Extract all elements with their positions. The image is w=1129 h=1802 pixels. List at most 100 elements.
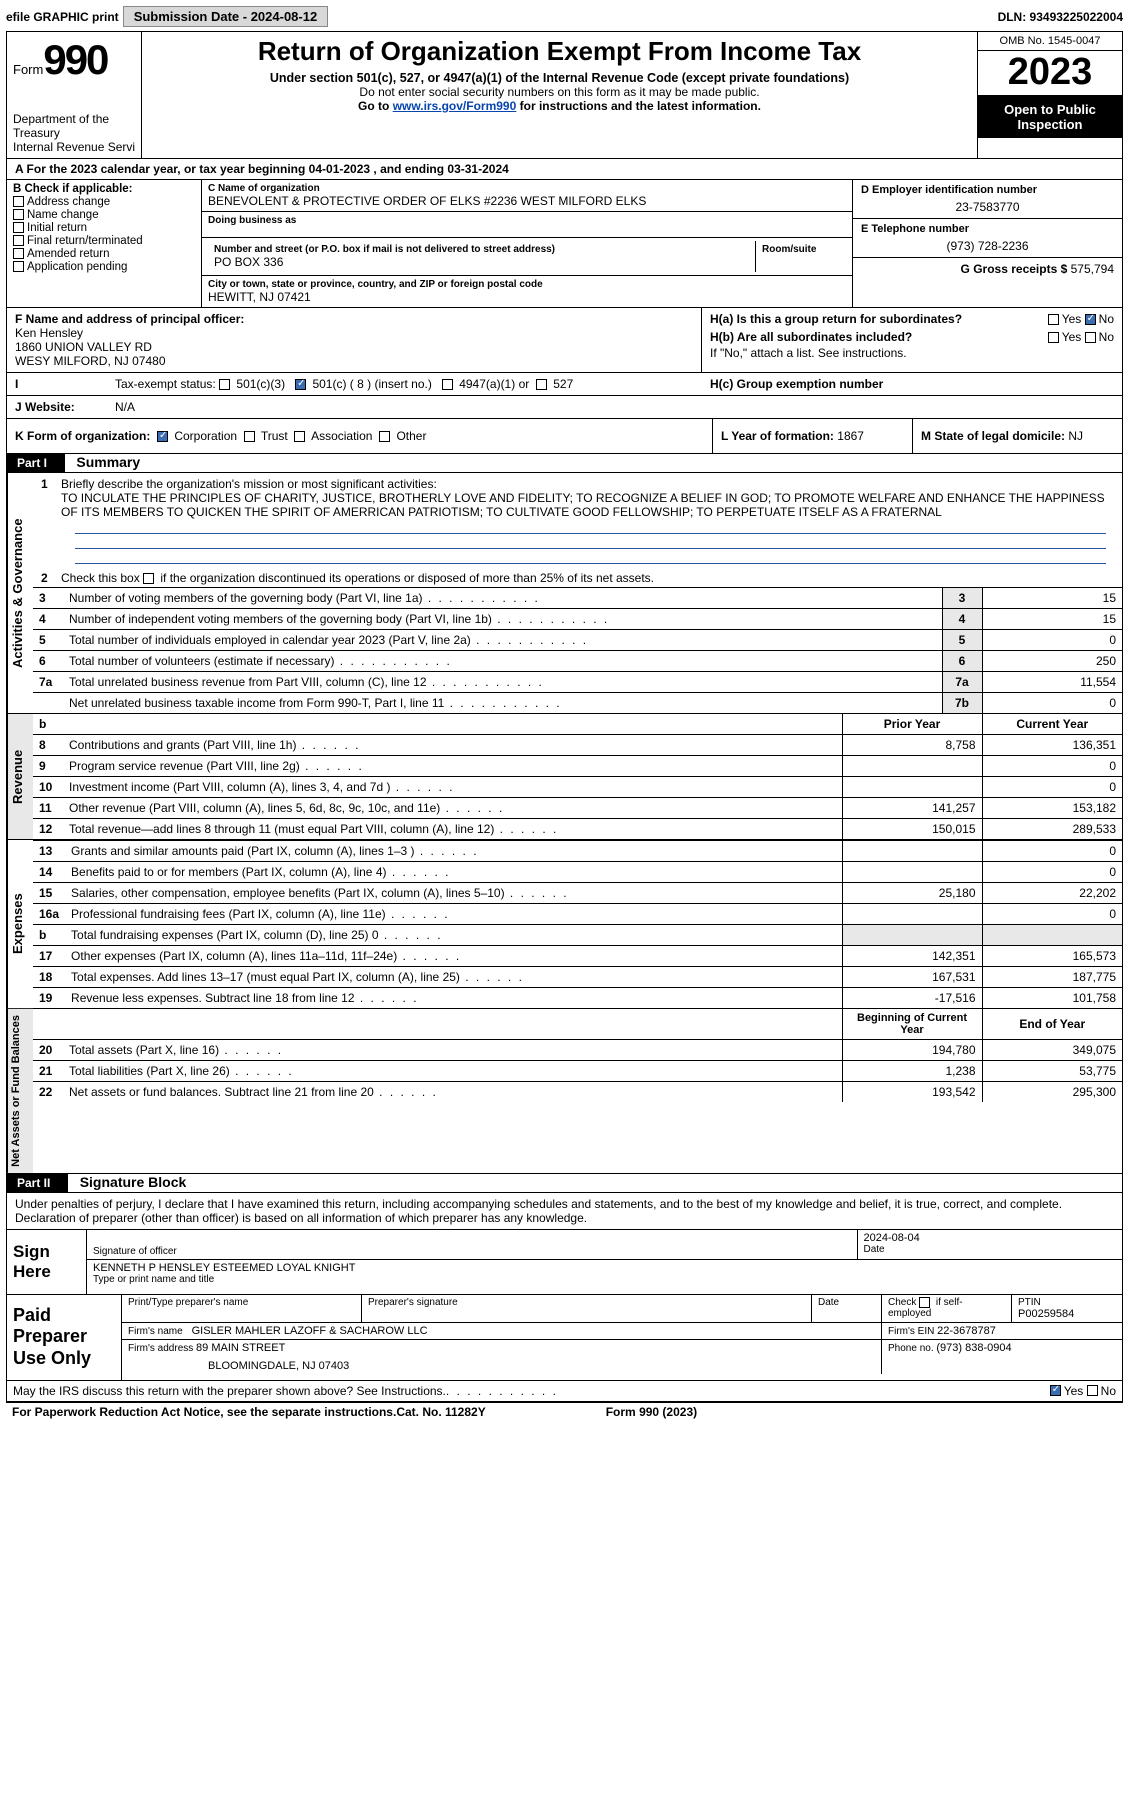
prep-row-3: Firm's address 89 MAIN STREET BLOOMINGDA… — [122, 1340, 1122, 1374]
i-501c-a: 501(c) ( — [312, 377, 353, 391]
dots — [446, 1384, 558, 1398]
sig-intro: Under penalties of perjury, I declare th… — [7, 1193, 1122, 1230]
table-row: 20Total assets (Part X, line 16)194,7803… — [33, 1040, 1122, 1061]
d-tel-lbl: E Telephone number — [861, 223, 1114, 235]
discuss-yes-check[interactable] — [1050, 1385, 1061, 1396]
col-c: C Name of organization BENEVOLENT & PROT… — [202, 180, 852, 307]
a-begin: 04-01-2023 — [309, 162, 370, 176]
f-lbl: F Name and address of principal officer: — [15, 312, 244, 326]
c-dba-lbl: Doing business as — [208, 215, 846, 226]
fe-val: 22-3678787 — [937, 1325, 996, 1337]
form-title: Return of Organization Exempt From Incom… — [150, 36, 969, 67]
hc: H(c) Group exemption number — [702, 373, 1122, 395]
fa-lbl: Firm's address — [128, 1343, 196, 1354]
c-name-lbl: C Name of organization — [208, 183, 846, 194]
part1-title: Summary — [68, 454, 140, 470]
vtab-rev: Revenue — [7, 714, 33, 839]
ag-table: 3Number of voting members of the governi… — [33, 587, 1122, 713]
b-check[interactable] — [13, 222, 24, 233]
sub3-pre: Go to — [358, 99, 393, 113]
q1-pre: Briefly describe the organization's miss… — [61, 477, 437, 491]
discuss-row: May the IRS discuss this return with the… — [7, 1381, 1122, 1401]
k-trust: Trust — [261, 429, 288, 443]
discuss-no-check[interactable] — [1087, 1385, 1098, 1396]
c-name-val: BENEVOLENT & PROTECTIVE ORDER OF ELKS #2… — [208, 194, 846, 208]
irs: Internal Revenue Service — [13, 140, 135, 154]
c-dba: Doing business as — [202, 212, 852, 238]
q1: 1Briefly describe the organization's mis… — [33, 473, 1122, 567]
table-row: 10Investment income (Part VIII, column (… — [33, 777, 1122, 798]
b-check[interactable] — [13, 235, 24, 246]
i-content: Tax-exempt status: 501(c)(3) 501(c) ( 8 … — [107, 373, 702, 395]
table-row: 4Number of independent voting members of… — [33, 609, 1122, 630]
i-4947-check[interactable] — [442, 379, 453, 390]
ph-lbl: Phone no. — [888, 1343, 936, 1354]
k-corp-check[interactable] — [157, 431, 168, 442]
hb-no-check[interactable] — [1085, 332, 1096, 343]
hb-yes-check[interactable] — [1048, 332, 1059, 343]
ha-yes-check[interactable] — [1048, 314, 1059, 325]
d-tel: E Telephone number (973) 728-2236 — [853, 219, 1122, 258]
d-ein-lbl: D Employer identification number — [861, 184, 1114, 196]
k-assoc-check[interactable] — [294, 431, 305, 442]
i-501c-check[interactable] — [295, 379, 306, 390]
ha-no-check[interactable] — [1085, 314, 1096, 325]
hdr-b: b — [33, 714, 63, 735]
b-check[interactable] — [13, 209, 24, 220]
sign-here: Sign Here — [7, 1230, 87, 1294]
c-addr-val: PO BOX 336 — [214, 255, 749, 269]
l-block: L Year of formation: 1867 — [712, 419, 912, 453]
row-a: A For the 2023 calendar year, or tax yea… — [7, 159, 1122, 180]
submission-date-chip: Submission Date - 2024-08-12 — [123, 6, 329, 27]
cat-no: Cat. No. 11282Y — [396, 1405, 485, 1419]
b-item: Name change — [13, 209, 195, 221]
b-item: Amended return — [13, 248, 195, 260]
k-other-check[interactable] — [379, 431, 390, 442]
boy-hdr: Beginning of Current Year — [842, 1009, 982, 1040]
i-501c3: 501(c)(3) — [236, 377, 285, 391]
row-bcd: B Check if applicable: Address changeNam… — [7, 180, 1122, 308]
b-check[interactable] — [13, 196, 24, 207]
self-emp-check[interactable] — [919, 1297, 930, 1308]
sub3-post: for instructions and the latest informat… — [516, 99, 761, 113]
dt-lbl: Date — [818, 1297, 875, 1308]
ha-yes: Yes — [1062, 312, 1082, 326]
rev-table: b Prior Year Current Year 8Contributions… — [33, 714, 1122, 839]
table-row: 7aTotal unrelated business revenue from … — [33, 672, 1122, 693]
table-row: 18Total expenses. Add lines 13–17 (must … — [33, 967, 1122, 988]
part2-tag: Part II — [7, 1174, 68, 1192]
b-header: B Check if applicable: — [13, 183, 195, 195]
irs-link[interactable]: www.irs.gov/Form990 — [393, 99, 517, 113]
name-lbl: Type or print name and title — [93, 1274, 1116, 1285]
i-lbl: I — [7, 373, 107, 395]
tax-year: 2023 — [978, 51, 1122, 96]
sub2: Do not enter social security numbers on … — [150, 85, 969, 99]
vtab-na: Net Assets or Fund Balances — [7, 1009, 33, 1173]
b-check[interactable] — [13, 261, 24, 272]
k-assoc: Association — [311, 429, 372, 443]
i-527-check[interactable] — [536, 379, 547, 390]
table-row: 5Total number of individuals employed in… — [33, 630, 1122, 651]
i-501c-b: ) (insert no.) — [367, 377, 432, 391]
fa-val2: BLOOMINGDALE, NJ 07403 — [208, 1360, 875, 1372]
paperwork-text: For Paperwork Reduction Act Notice, see … — [12, 1405, 396, 1419]
q1-text: TO INCULATE THE PRINCIPLES OF CHARITY, J… — [61, 491, 1114, 519]
part2-title: Signature Block — [72, 1174, 187, 1190]
d-tel-val: (973) 728-2236 — [861, 239, 1114, 253]
h-block: H(a) Is this a group return for subordin… — [702, 308, 1122, 372]
paperwork-row: For Paperwork Reduction Act Notice, see … — [6, 1402, 1123, 1421]
sig-name: KENNETH P HENSLEY ESTEEMED LOYAL KNIGHT — [93, 1262, 1116, 1274]
k-trust-check[interactable] — [244, 431, 255, 442]
table-row: 19Revenue less expenses. Subtract line 1… — [33, 988, 1122, 1009]
form-container: Form990 Department of the Treasury Inter… — [6, 31, 1123, 1402]
form-header: Form990 Department of the Treasury Inter… — [7, 32, 1122, 159]
sig-lbl: Signature of officer — [93, 1246, 851, 1257]
ha: H(a) Is this a group return for subordin… — [710, 312, 962, 326]
i-4947: 4947(a)(1) or — [459, 377, 529, 391]
q2-check[interactable] — [143, 573, 154, 584]
a-mid: , and ending — [373, 162, 447, 176]
i-501c3-check[interactable] — [219, 379, 230, 390]
b-check[interactable] — [13, 248, 24, 259]
d-gross-val: 575,794 — [1071, 262, 1114, 276]
eoy-hdr: End of Year — [982, 1009, 1122, 1040]
